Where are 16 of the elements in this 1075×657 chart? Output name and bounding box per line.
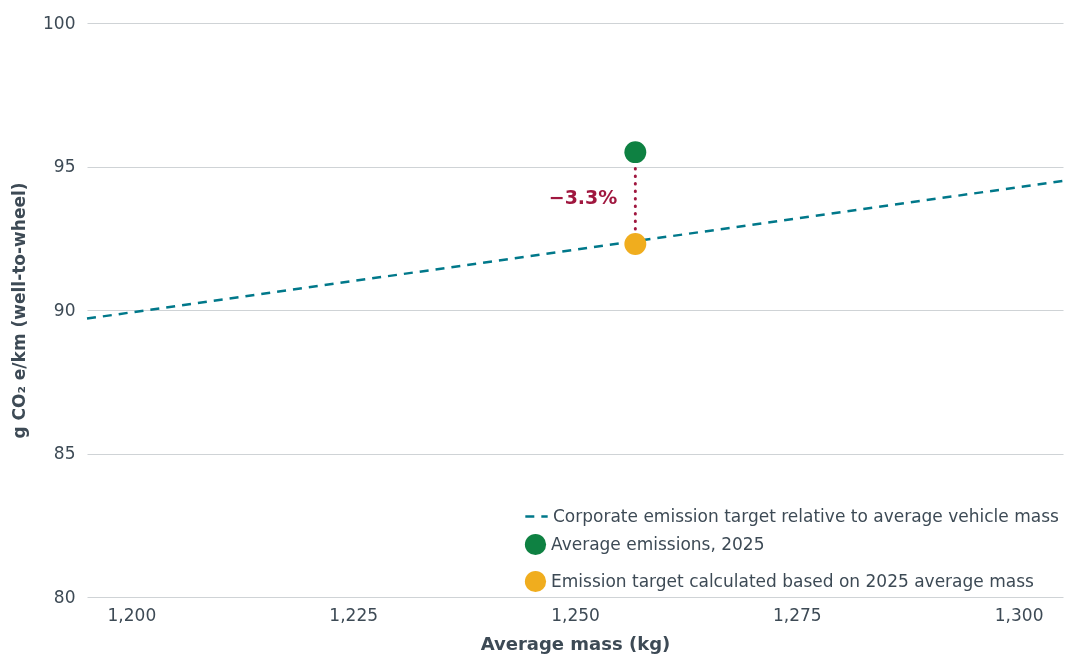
x-tick-label: 1,300 [994, 604, 1044, 625]
x-axis-title: Average mass (kg) [480, 632, 671, 654]
legend-label: Corporate emission target relative to average vehicle mass [553, 505, 1060, 526]
y-tick-label: 80 [53, 586, 76, 607]
x-tick-label: 1,225 [329, 604, 379, 625]
x-tick-label: 1,200 [107, 604, 157, 625]
legend-label: Average emissions, 2025 [551, 533, 765, 554]
x-tick-label: 1,250 [551, 604, 600, 625]
legend-label: Emission target calculated based on 2025 average mass [551, 570, 1034, 591]
y-tick-label: 90 [53, 299, 76, 320]
y-tick-label: 95 [53, 156, 76, 176]
y-tick-label: 85 [53, 443, 76, 463]
y-tick-label: 100 [43, 12, 76, 33]
x-tick-label: 1,275 [772, 604, 822, 625]
y-axis-title: g CO₂ e/km (well-to-wheel) [9, 182, 30, 439]
annotation: −3.3% [548, 186, 618, 209]
